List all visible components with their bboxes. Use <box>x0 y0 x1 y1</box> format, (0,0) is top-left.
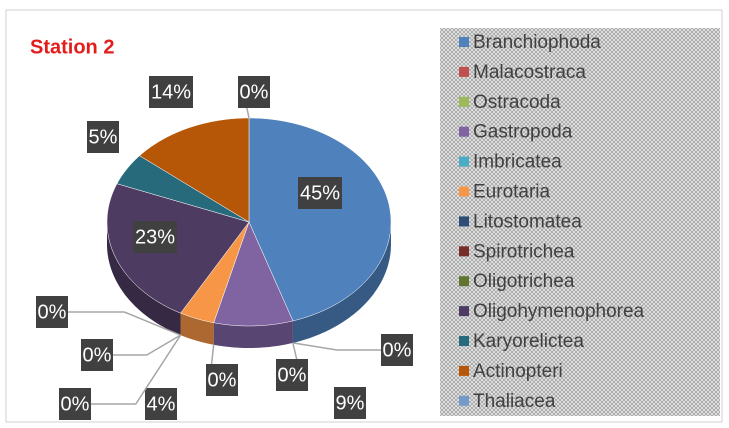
slice <box>213 221 294 327</box>
slice-side-shade <box>107 222 181 336</box>
legend-swatch <box>459 66 469 77</box>
data-label: 0% <box>83 344 112 366</box>
data-label: 14% <box>151 81 191 103</box>
legend-swatch <box>459 96 469 107</box>
legend-label: Actinopteri <box>473 361 563 382</box>
legend-swatch <box>459 246 469 257</box>
data-label-box <box>381 334 413 366</box>
slice <box>248 117 392 322</box>
data-label: 5% <box>89 126 118 148</box>
data-label: 4% <box>147 393 176 415</box>
data-label-box <box>133 221 177 253</box>
slice-side <box>213 320 293 348</box>
data-label-box <box>334 387 366 419</box>
legend-swatch <box>459 336 469 346</box>
slice <box>180 221 250 324</box>
leader-line <box>292 342 381 351</box>
legend-label: Thaliacea <box>473 391 556 412</box>
legend-label: Branchiophoda <box>473 32 601 53</box>
legend-label: Gastropoda <box>473 122 573 143</box>
legend-label: Karyorelictea <box>473 331 584 352</box>
data-label-box <box>81 339 113 371</box>
legend-label: Oligohymenophorea <box>473 301 645 322</box>
data-label: 23% <box>135 226 175 248</box>
legend-label: Malacostraca <box>473 62 586 83</box>
data-label-box <box>59 388 91 420</box>
legend-box <box>440 28 720 416</box>
legend-swatch <box>459 37 469 47</box>
data-label: 45% <box>300 182 340 204</box>
leader-line <box>91 334 182 405</box>
data-label-box <box>36 296 68 328</box>
leader-line <box>113 334 181 356</box>
slice <box>139 117 250 223</box>
data-label-box <box>206 364 238 396</box>
slice-side-shade <box>292 222 391 343</box>
legend-label: Eurotaria <box>473 182 551 203</box>
leader-line <box>68 311 181 336</box>
legend-swatch <box>459 306 469 317</box>
slice-side-shade <box>213 320 293 348</box>
legend-label: Imbricatea <box>473 152 562 173</box>
legend-label: Litostomatea <box>473 211 582 232</box>
legend-swatch <box>459 156 469 167</box>
legend-swatch <box>459 216 469 227</box>
data-label-box <box>87 121 119 153</box>
data-label-box <box>145 388 177 420</box>
data-label-box <box>149 76 193 108</box>
legend-swatch <box>459 365 469 376</box>
legend-label: Ostracoda <box>473 92 561 113</box>
legend-swatch <box>459 126 469 137</box>
legend-swatch <box>459 395 469 406</box>
data-label-box <box>298 177 342 209</box>
slice-side <box>292 222 391 343</box>
legend-swatch <box>459 186 469 197</box>
slice <box>106 183 250 314</box>
slice-side <box>107 222 181 336</box>
legend-label: Oligotrichea <box>473 271 575 292</box>
chart-title: Station 2 <box>30 36 114 58</box>
data-label: 0% <box>61 393 90 415</box>
data-label-box <box>238 76 270 108</box>
legend-label: Spirotrichea <box>473 241 575 262</box>
data-label: 0% <box>240 81 269 103</box>
slice <box>116 155 250 223</box>
data-label: 0% <box>38 301 67 323</box>
data-label: 0% <box>208 369 237 391</box>
data-label: 0% <box>278 364 307 386</box>
data-label: 0% <box>383 339 412 361</box>
data-label: 9% <box>336 392 365 414</box>
data-label-box <box>276 359 308 391</box>
legend-swatch <box>459 276 469 287</box>
